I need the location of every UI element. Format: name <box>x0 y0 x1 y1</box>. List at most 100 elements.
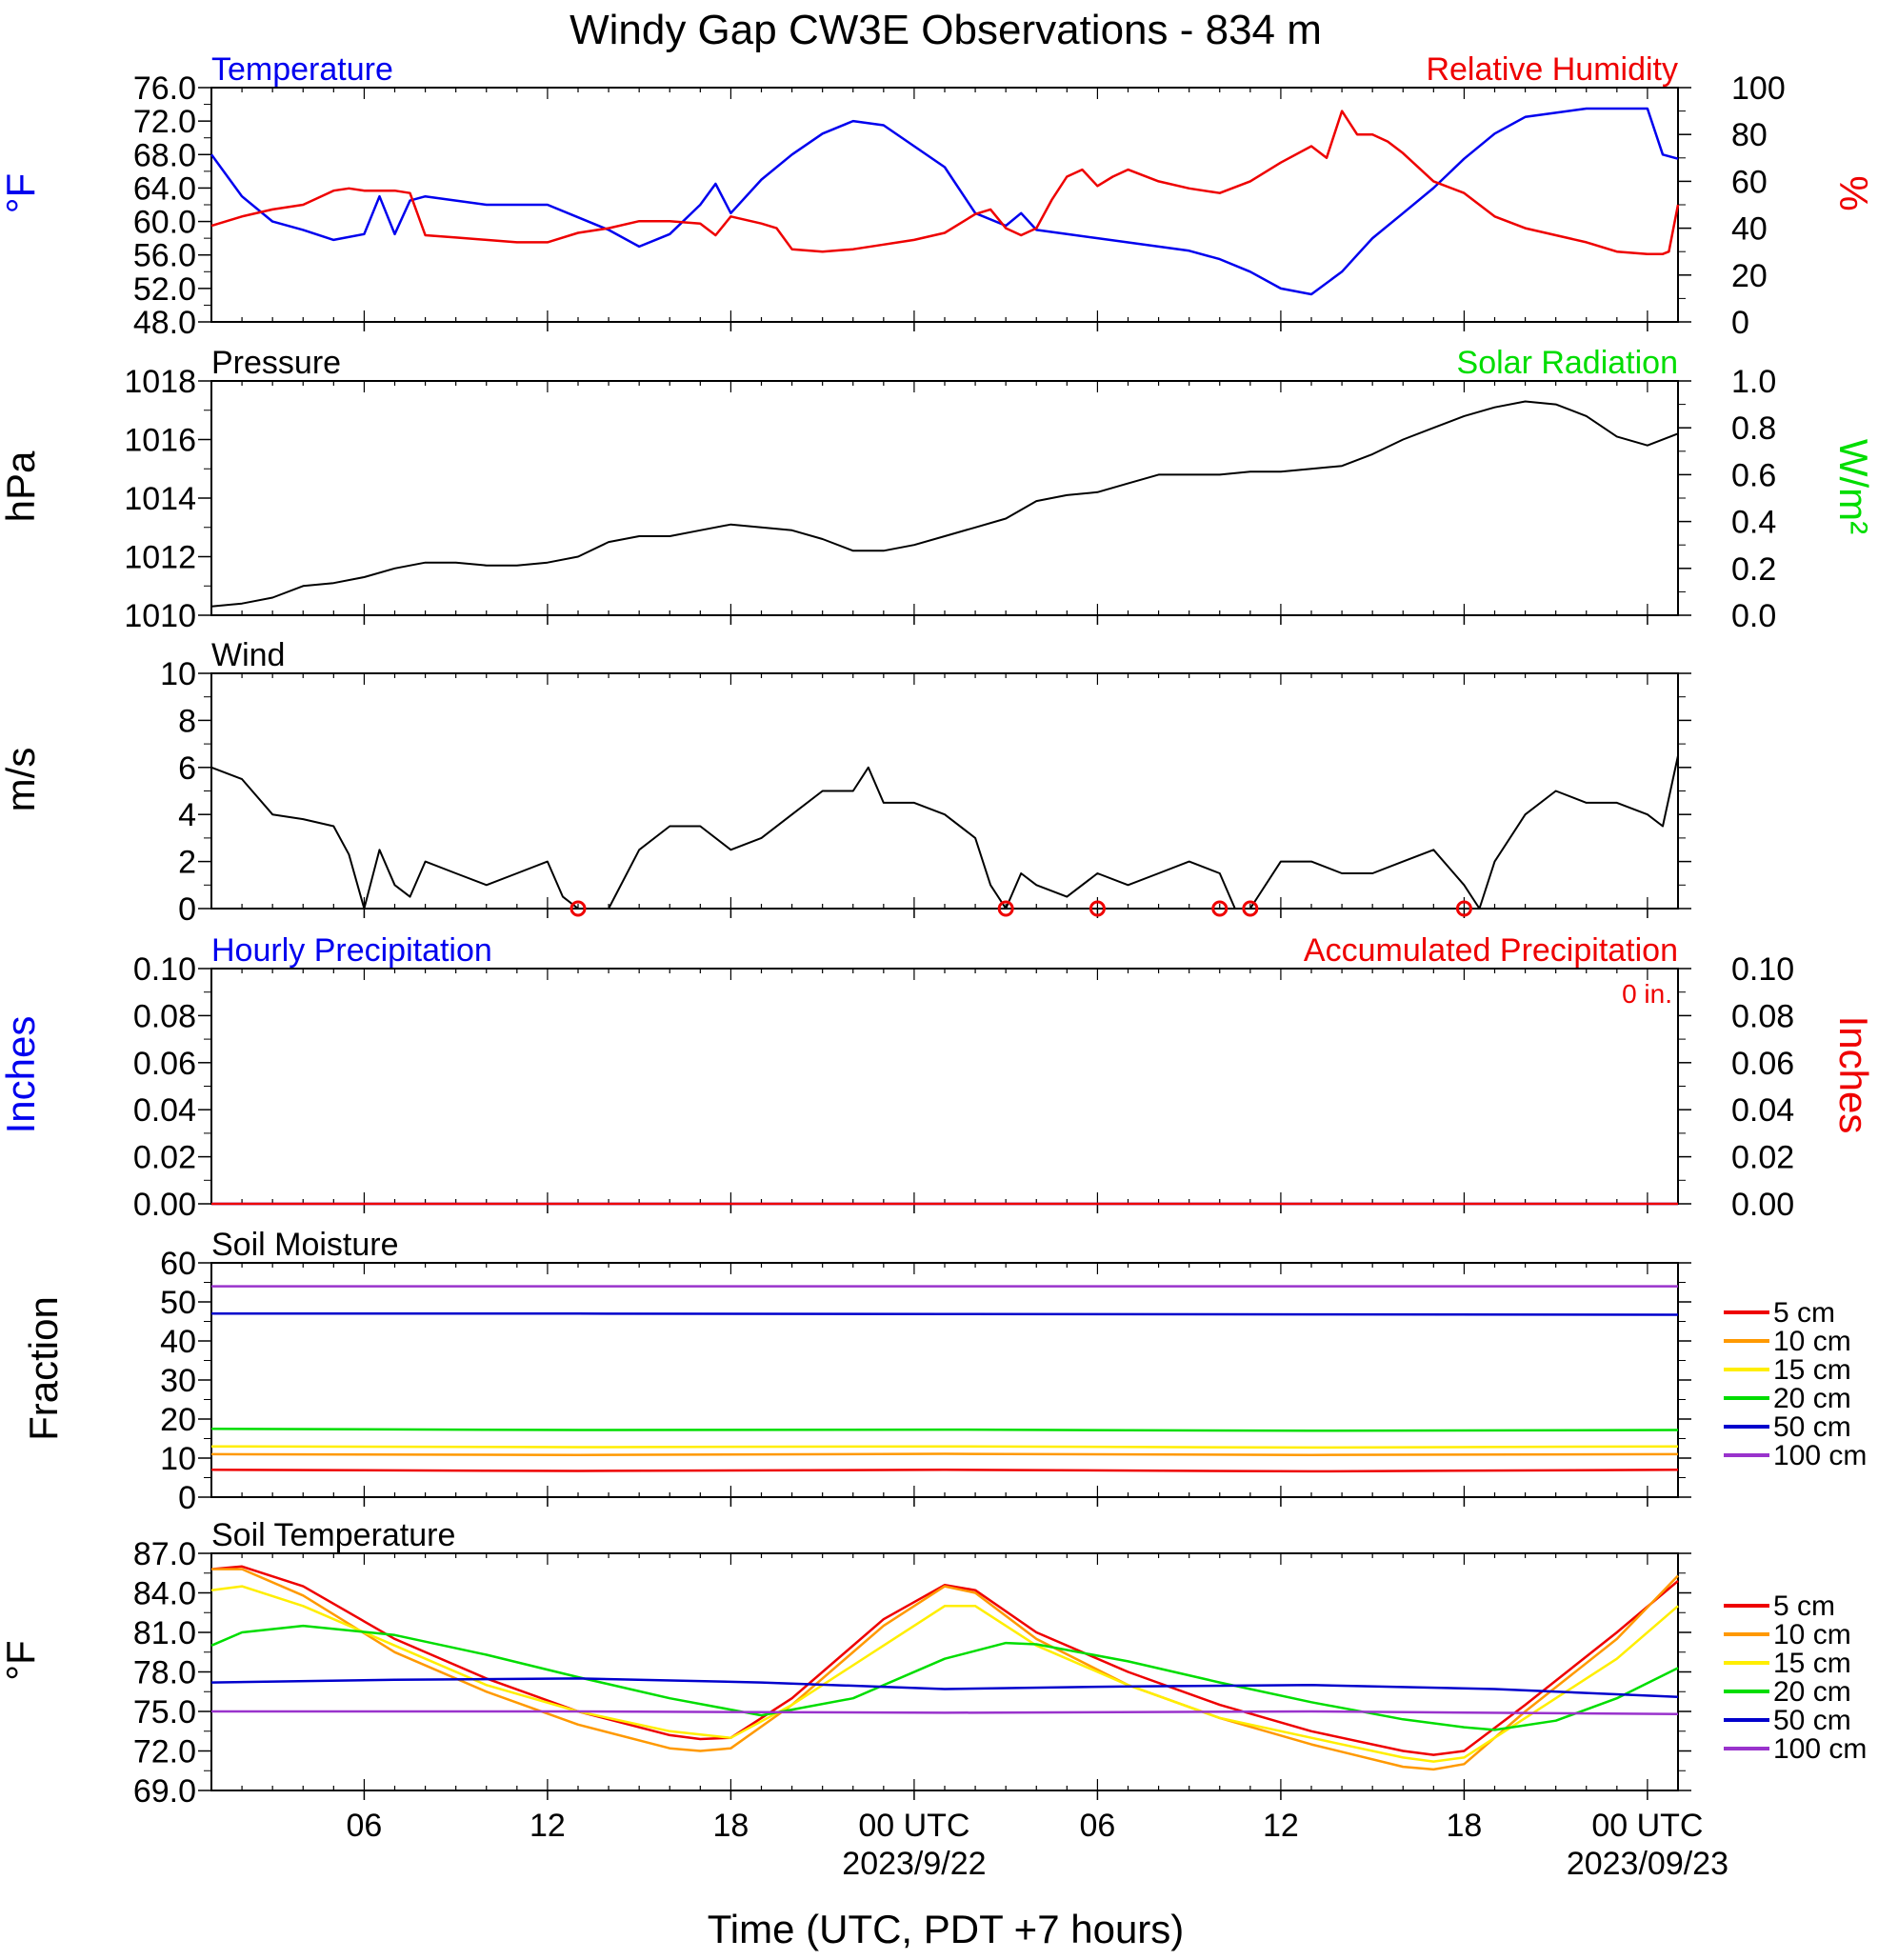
panel-right-title: Relative Humidity <box>1426 51 1678 88</box>
y-tick-label-right: 0 <box>1731 305 1749 341</box>
y-tick-label-right: 100 <box>1731 70 1786 107</box>
panel-soil_temp: 69.072.0 75.078.0 81.084.0 87.0 Soil Tempera… <box>0 1517 1867 1810</box>
legend-label: 15 cm <box>1773 1648 1851 1679</box>
panel-pressure_solar: 1010 1012 1014 1016 1018 0.0 0.2 0.4 0.6 0.8 1.0 Pr… <box>0 345 1876 634</box>
panel-title: Wind <box>211 637 285 673</box>
y-tick-label: 40 <box>160 1324 196 1360</box>
chart-panels: 48.052.056.060.064.068.072.076.002040608… <box>0 51 1876 1810</box>
y-tick-label-right: 0.04 <box>1731 1092 1794 1129</box>
series-line-wind-0 <box>210 755 1679 910</box>
legend-label: 20 cm <box>1773 1676 1851 1708</box>
x-tick-label: 06 <box>1080 1808 1116 1844</box>
y-tick-label: 81.0 <box>133 1615 196 1651</box>
y-tick-label: 76.0 <box>133 70 196 107</box>
x-tick-label: 06 <box>347 1808 383 1844</box>
y-tick-label: 72.0 <box>133 1734 196 1770</box>
plot-frame <box>210 380 1679 616</box>
y-tick-label: 10 <box>160 1441 196 1477</box>
y-axis-label-right: W/m² <box>1831 439 1876 534</box>
panel-right-title: Solar Radiation <box>1457 345 1678 381</box>
calm-wind-circle <box>997 900 1014 917</box>
series-line-pressure_solar-0 <box>210 400 1679 608</box>
y-tick-label-right: 20 <box>1731 258 1768 294</box>
calm-wind-circle <box>1242 900 1259 917</box>
plot-frame <box>210 1552 1679 1791</box>
panel-title: Soil Temperature <box>211 1517 455 1553</box>
plot-frame <box>210 672 1679 910</box>
panel-right-title: Accumulated Precipitation <box>1304 932 1678 969</box>
plot-frame <box>210 1262 1679 1498</box>
legend-label: 100 cm <box>1773 1733 1867 1765</box>
y-tick-label: 10 <box>160 656 196 692</box>
y-tick-label: 52.0 <box>133 271 196 308</box>
y-tick-label: 50 <box>160 1285 196 1321</box>
x-axis-label: Time (UTC, PDT +7 hours) <box>708 1907 1185 1951</box>
series-line-20-cm <box>210 1428 1679 1432</box>
y-tick-label: 1018 <box>124 364 196 400</box>
y-tick-label-right: 0.6 <box>1731 457 1776 493</box>
y-tick-label: 64.0 <box>133 170 196 207</box>
panel-title: Soil Moisture <box>211 1227 399 1263</box>
y-axis-label: °F <box>0 1640 43 1680</box>
y-tick-label: 1012 <box>124 540 196 576</box>
series-line-10-cm <box>211 1568 1679 1771</box>
y-tick-label: 8 <box>178 703 196 739</box>
y-tick-label: 78.0 <box>133 1655 196 1691</box>
series-line-temp_rh-0 <box>210 107 1679 296</box>
calm-wind-circle <box>1089 900 1106 917</box>
legend-label: 20 cm <box>1773 1383 1851 1414</box>
y-tick-label: 30 <box>160 1363 196 1399</box>
y-tick-label-right: 0.00 <box>1731 1187 1794 1223</box>
x-tick-date: 2023/09/23 <box>1567 1846 1728 1882</box>
x-tick-date: 2023/9/22 <box>842 1846 986 1882</box>
calm-wind-circle <box>1455 900 1472 917</box>
y-tick-label: 69.0 <box>133 1773 196 1810</box>
series-line-20-cm <box>210 1624 1679 1731</box>
series-line-15-cm <box>210 1585 1679 1763</box>
y-tick-label-right: 0.10 <box>1731 951 1794 988</box>
y-tick-label: 1014 <box>124 481 196 517</box>
x-tick-label: 12 <box>1263 1808 1299 1844</box>
y-tick-label: 68.0 <box>133 137 196 173</box>
x-tick-label: 00 UTC <box>1591 1808 1703 1844</box>
y-tick-label: 75.0 <box>133 1694 196 1730</box>
y-tick-label: 2 <box>178 845 196 881</box>
plot-frame <box>210 87 1679 323</box>
calm-wind-circle <box>569 900 587 917</box>
y-tick-label-right: 60 <box>1731 164 1768 200</box>
y-tick-label: 72.0 <box>133 104 196 140</box>
y-tick-label: 0 <box>178 1480 196 1516</box>
legend-label: 50 cm <box>1773 1705 1851 1736</box>
panel-wind: 0 2 4 6 8 10 Wind m/s <box>0 637 1691 928</box>
y-tick-label-right: 0.02 <box>1731 1140 1794 1176</box>
y-axis-label: Fraction <box>21 1296 66 1441</box>
y-tick-label: 4 <box>178 797 196 833</box>
series-line-50-cm <box>210 1677 1679 1699</box>
legend-label: 10 cm <box>1773 1619 1851 1650</box>
y-axis-label: m/s <box>0 748 43 812</box>
y-tick-label: 84.0 <box>133 1576 196 1612</box>
y-tick-label: 20 <box>160 1402 196 1438</box>
series-line-5-cm <box>210 1565 1679 1756</box>
y-tick-label-right: 0.2 <box>1731 551 1776 588</box>
series-line-temp_rh-1 <box>210 110 1680 255</box>
y-tick-label-right: 0.8 <box>1731 410 1776 447</box>
y-tick-label: 0.08 <box>133 998 196 1034</box>
y-tick-label: 0.04 <box>133 1092 196 1129</box>
y-tick-label-right: 0.06 <box>1731 1046 1794 1082</box>
plot-frame <box>210 968 1679 1205</box>
chart-title: Windy Gap CW3E Observations - 834 m <box>569 7 1322 53</box>
y-tick-label: 60.0 <box>133 205 196 241</box>
x-tick-label: 12 <box>529 1808 566 1844</box>
y-axis-label: °F <box>0 173 43 213</box>
panel-precip: 0.00 0.02 0.04 0.06 0.08 0.10 0.00 0.02 0.04 0.06… <box>0 932 1876 1223</box>
legend-label: 50 cm <box>1773 1411 1851 1443</box>
legend-label: 5 cm <box>1773 1297 1835 1329</box>
panel-title: Pressure <box>211 345 341 381</box>
x-tick-label: 00 UTC <box>858 1808 969 1844</box>
y-axis-label: hPa <box>0 450 43 522</box>
legend-label: 5 cm <box>1773 1590 1835 1622</box>
